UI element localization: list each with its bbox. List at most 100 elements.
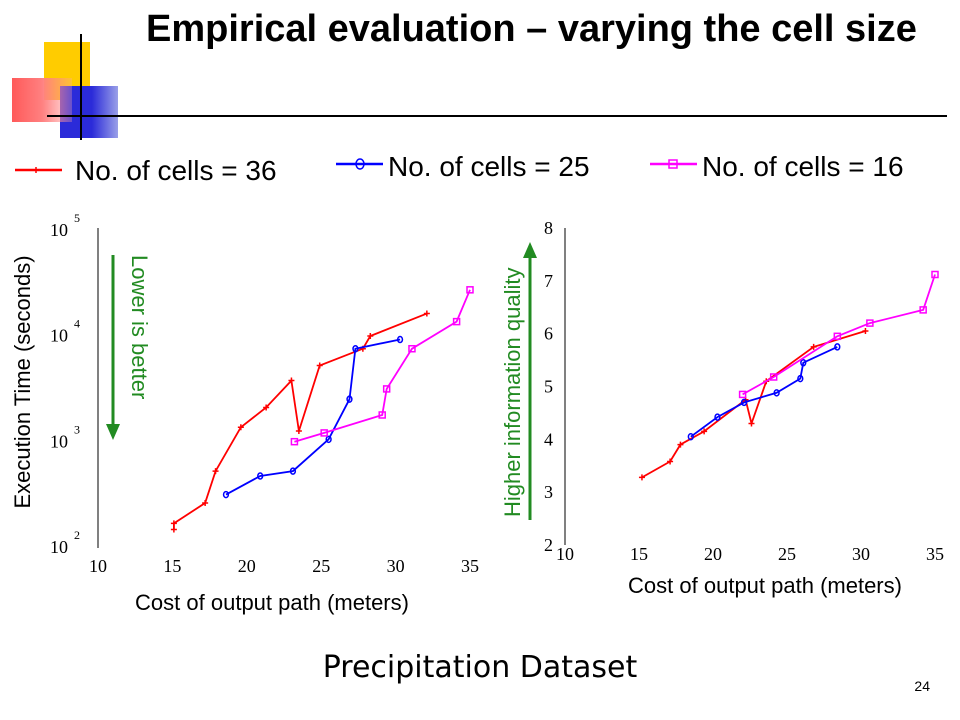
right-data-point-plus xyxy=(810,343,817,350)
legend-label-cells-36: No. of cells = 36 xyxy=(75,155,277,186)
right-data-point-square xyxy=(769,373,778,381)
left-series-group xyxy=(170,286,474,533)
left-data-point-square xyxy=(382,385,391,393)
higher-quality-annotation: Higher information quality xyxy=(500,242,537,520)
right-y-tick-label: 4 xyxy=(544,429,553,449)
left-x-tick-label: 10 xyxy=(89,556,107,576)
left-y-tick-exponent: 5 xyxy=(74,211,80,225)
right-series-line-square xyxy=(742,274,936,396)
left-data-point-plus xyxy=(316,362,323,369)
right-data-point-circle xyxy=(714,413,721,421)
left-y-tick-exponent: 4 xyxy=(74,317,80,331)
right-y-tick-label: 2 xyxy=(544,535,553,555)
left-x-axis-label: Cost of output path (meters) xyxy=(135,590,409,615)
right-y-tick-label: 5 xyxy=(544,377,553,397)
up-arrow-icon xyxy=(523,242,537,258)
left-ticks: 10 15 20 25 30 35 10 2 10 3 10 4 10 5 xyxy=(50,211,479,576)
left-x-tick-label: 15 xyxy=(163,556,181,576)
right-y-tick-label: 7 xyxy=(544,271,553,291)
left-y-tick-base: 10 xyxy=(50,220,68,240)
right-data-point-square xyxy=(833,332,842,341)
right-data-point-circle xyxy=(834,343,841,351)
right-x-tick-label: 35 xyxy=(926,544,944,564)
legend-marker-cells-16 xyxy=(668,159,678,169)
execution-time-chart: 10 15 20 25 30 35 10 2 10 3 10 4 10 5 Cost of output … xyxy=(10,211,479,615)
right-series-circle xyxy=(687,343,841,441)
left-data-point-circle xyxy=(257,472,264,480)
legend: No. of cells = 36 No. of cells = 25 No. … xyxy=(15,151,904,186)
right-series-plus xyxy=(638,328,869,481)
left-series-line-circle xyxy=(225,338,401,496)
right-data-point-square xyxy=(931,270,939,279)
right-ticks: 10 15 20 25 30 35 2 3 4 5 6 7 8 xyxy=(544,218,944,564)
page-number: 24 xyxy=(914,678,930,694)
right-data-point-circle xyxy=(740,398,748,407)
left-series-plus xyxy=(170,310,430,533)
right-x-tick-label: 10 xyxy=(556,544,574,564)
vertical-line xyxy=(80,34,82,140)
right-y-tick-label: 8 xyxy=(544,218,553,238)
left-data-point-square xyxy=(466,286,474,294)
left-data-point-plus xyxy=(212,468,219,475)
left-y-tick-exponent: 2 xyxy=(74,528,80,542)
left-data-point-plus xyxy=(295,427,302,434)
left-y-tick-exponent: 3 xyxy=(74,422,80,436)
right-data-point-plus xyxy=(677,441,684,448)
left-data-point-circle xyxy=(222,490,230,499)
left-y-tick-base: 10 xyxy=(50,326,68,346)
right-x-tick-label: 25 xyxy=(778,544,796,564)
left-y-tick-base: 10 xyxy=(50,431,68,451)
left-x-tick-label: 20 xyxy=(238,556,256,576)
left-series-line-plus xyxy=(172,312,428,530)
left-series-line-square xyxy=(294,289,471,443)
higher-quality-text: Higher information quality xyxy=(500,268,525,517)
left-y-axis-label: Execution Time (seconds) xyxy=(10,255,35,508)
slide-title: Empirical evaluation – varying the cell … xyxy=(146,8,917,50)
right-series-group xyxy=(638,270,939,481)
right-data-point-plus xyxy=(701,428,708,435)
right-x-tick-label: 15 xyxy=(630,544,648,564)
left-series-square xyxy=(290,286,474,446)
lower-is-better-text: Lower is better xyxy=(127,255,152,399)
legend-item-cells-25: No. of cells = 25 xyxy=(336,151,590,182)
left-data-point-circle xyxy=(396,335,404,344)
left-data-point-plus xyxy=(423,310,430,317)
left-y-tick-base: 10 xyxy=(50,537,68,557)
left-data-point-circle xyxy=(352,344,359,353)
legend-item-cells-36: No. of cells = 36 xyxy=(15,155,277,186)
dataset-caption: Precipitation Dataset xyxy=(322,650,638,685)
left-data-point-plus xyxy=(288,377,295,384)
left-data-point-square xyxy=(290,437,299,446)
right-data-point-plus xyxy=(748,420,755,427)
information-quality-chart: 10 15 20 25 30 35 2 3 4 5 6 7 8 Cost of output path … xyxy=(500,218,944,598)
down-arrow-icon xyxy=(106,424,120,440)
right-data-point-plus xyxy=(862,328,869,335)
corner-decoration xyxy=(0,0,140,140)
right-series-line-circle xyxy=(690,346,838,438)
right-series-line-plus xyxy=(641,330,866,479)
right-data-point-circle xyxy=(797,374,804,383)
legend-marker-cells-36 xyxy=(33,167,39,173)
left-series-circle xyxy=(222,335,404,499)
right-series-square xyxy=(738,270,939,399)
right-data-point-circle xyxy=(800,358,807,367)
right-data-point-square xyxy=(738,390,747,399)
right-x-tick-label: 20 xyxy=(704,544,722,564)
legend-label-cells-25: No. of cells = 25 xyxy=(388,151,590,182)
red-gradient-square xyxy=(12,78,72,122)
left-data-point-square xyxy=(408,344,416,353)
right-data-point-plus xyxy=(667,458,674,465)
right-x-tick-label: 30 xyxy=(852,544,870,564)
left-data-point-plus xyxy=(202,499,209,506)
right-data-point-plus xyxy=(638,474,645,481)
left-data-point-circle xyxy=(289,467,297,475)
right-x-axis-label: Cost of output path (meters) xyxy=(628,573,902,598)
right-data-point-square xyxy=(866,319,874,327)
title-divider xyxy=(47,115,947,117)
legend-item-cells-16: No. of cells = 16 xyxy=(650,151,904,182)
left-data-point-circle xyxy=(346,395,353,403)
legend-marker-cells-25 xyxy=(355,158,365,170)
legend-label-cells-16: No. of cells = 16 xyxy=(702,151,904,182)
left-data-point-circle xyxy=(325,435,332,444)
